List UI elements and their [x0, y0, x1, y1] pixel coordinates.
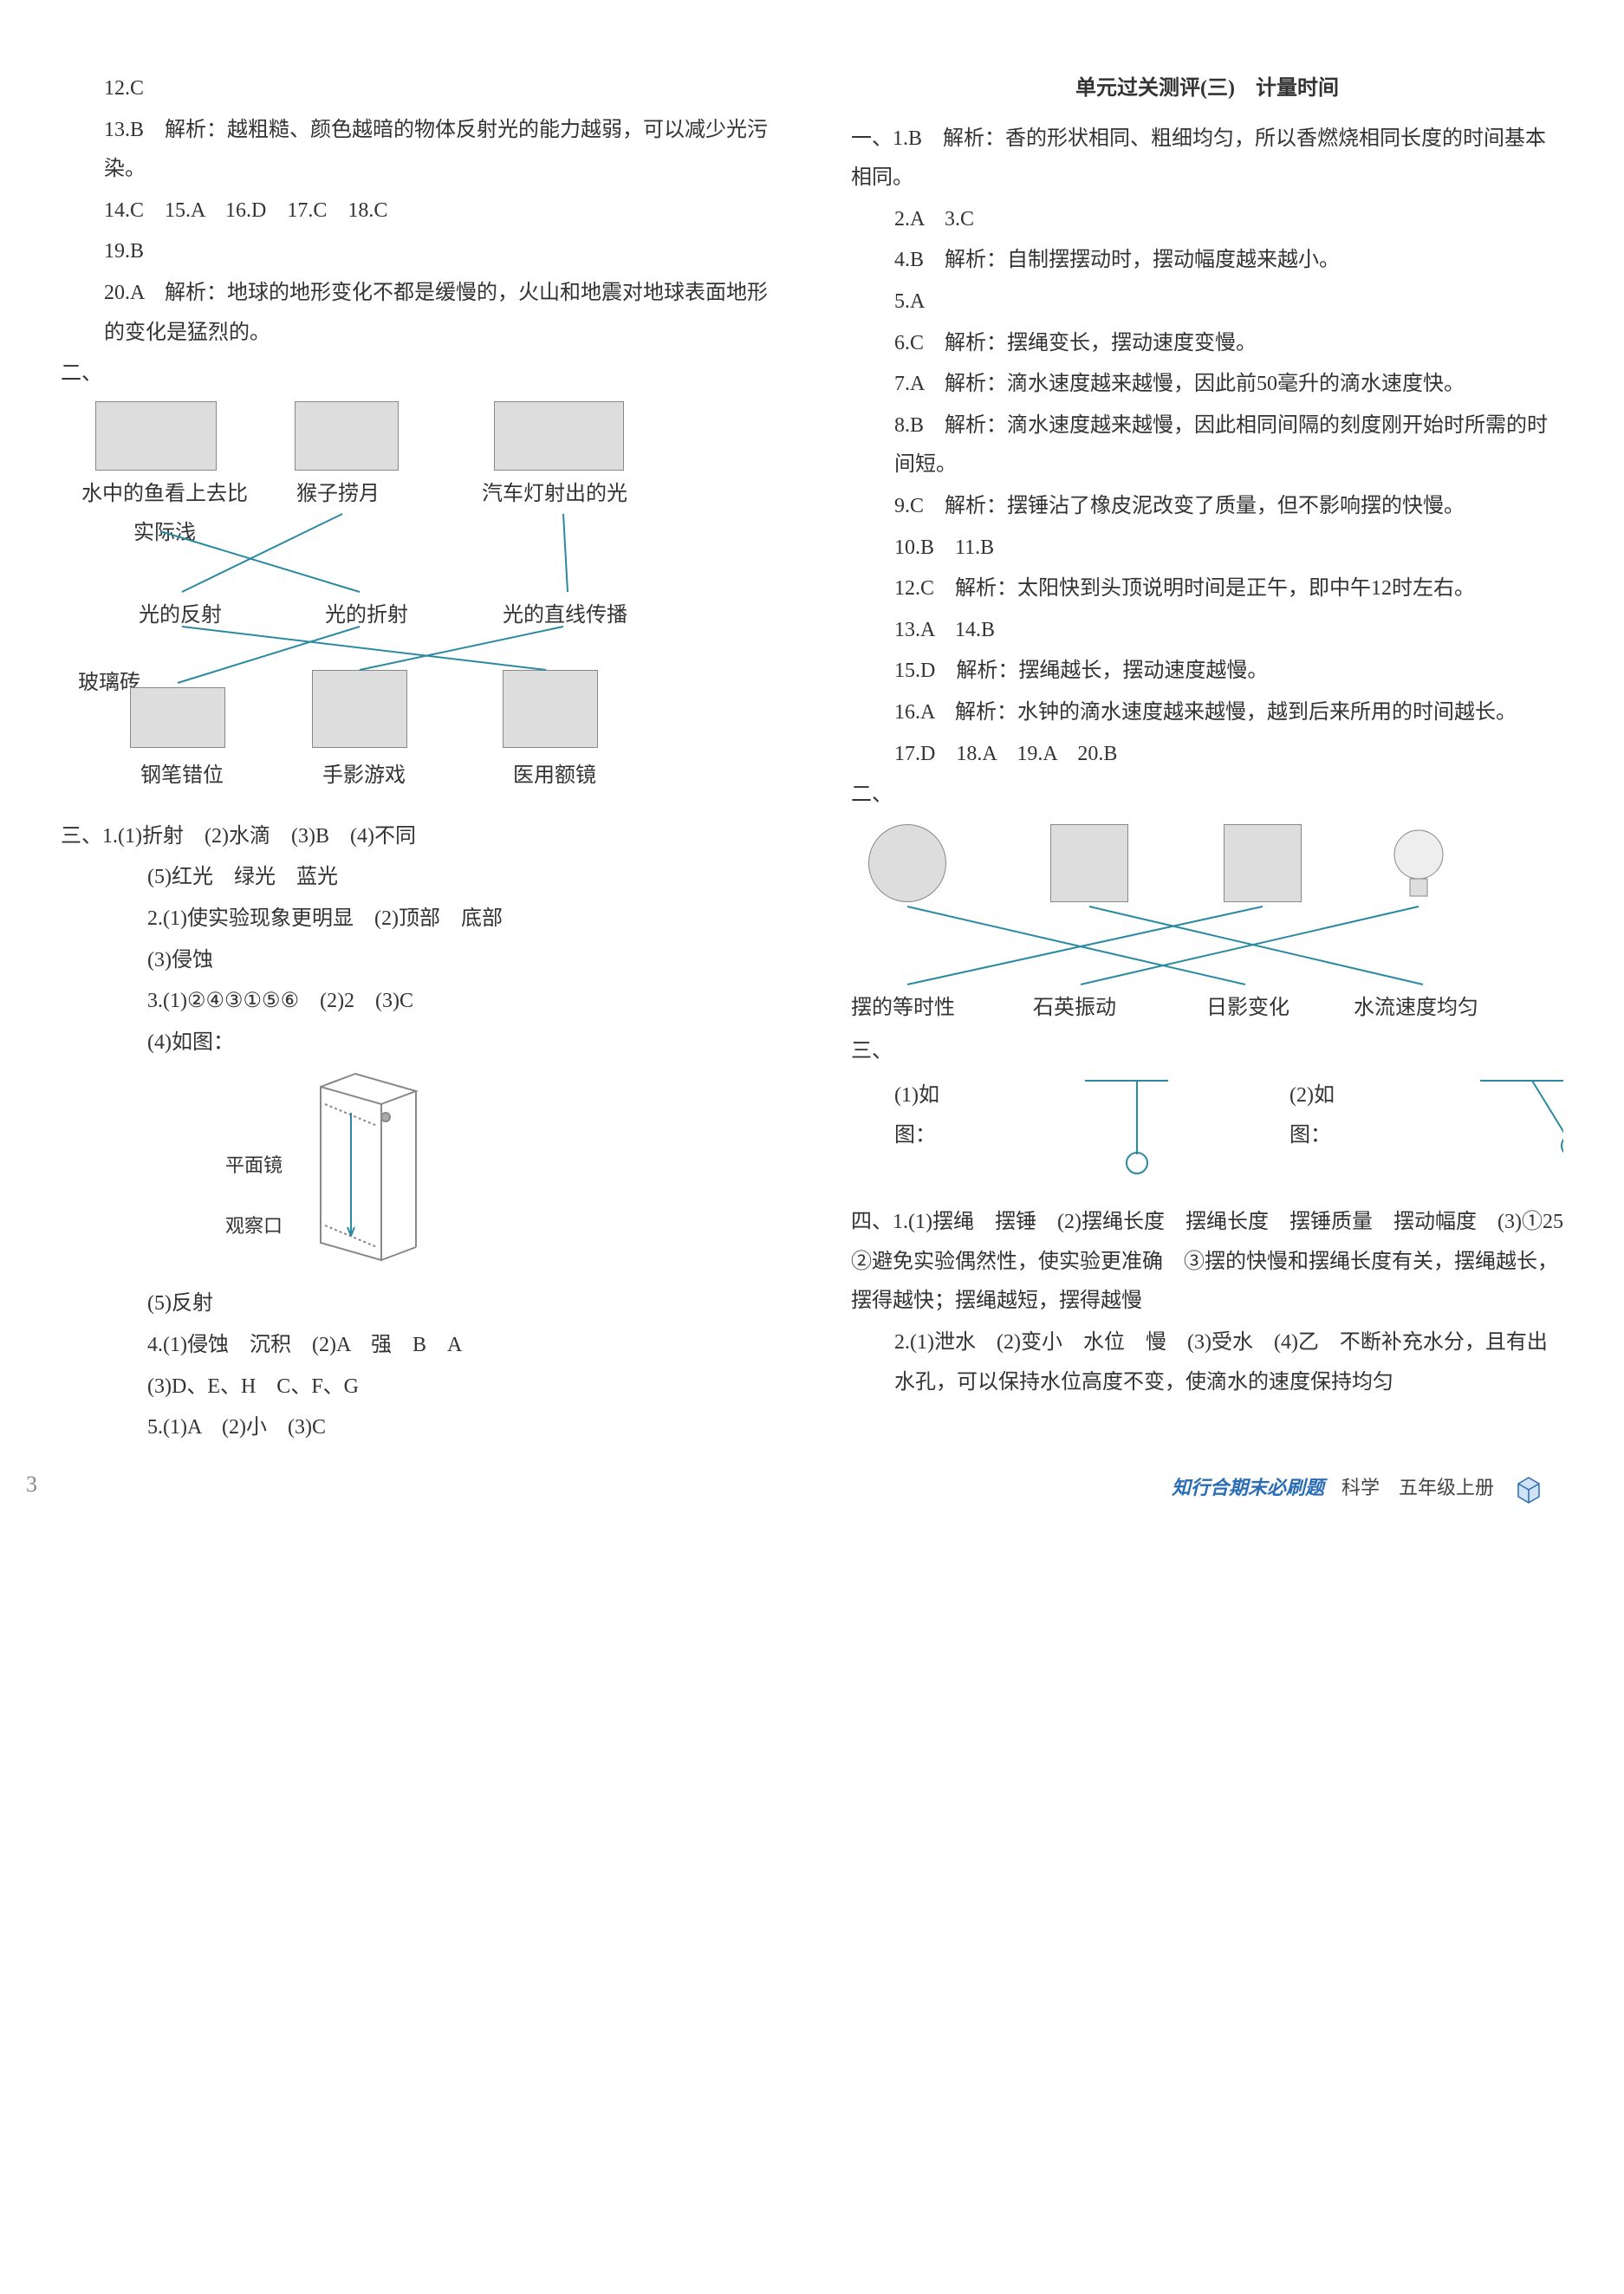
- q20: 20.A 解析：地球的地形变化不都是缓慢的，火山和地震对地球表面地形的变化是猛烈…: [61, 274, 773, 353]
- r-q16: 16.A 解析：水钟的滴水速度越来越慢，越到后来所用的时间越长。: [851, 693, 1563, 733]
- r-q1: 一、1.B 解析：香的形状相同、粗细均匀，所以香燃烧相同长度的时间基本相同。: [851, 120, 1563, 198]
- r-sec2: 二、: [851, 776, 1563, 816]
- r-q13: 13.A 14.B: [851, 611, 1563, 651]
- r-q5: 5.A: [851, 283, 1563, 322]
- s3-1: 1.(1)折射 (2)水滴 (3)B (4)不同: [102, 825, 416, 848]
- pendulum-row: (1)如图： (2)如图：: [894, 1076, 1563, 1180]
- r-s3-1: (1)如图：: [894, 1076, 964, 1155]
- s3-2b: (3)侵蚀: [61, 941, 773, 981]
- s3-3c: (5)反射: [61, 1284, 773, 1324]
- page-number: 3: [26, 1463, 37, 1505]
- periscope-figure: 平面镜 观察口: [234, 1069, 459, 1277]
- pendulum-2: [1480, 1076, 1563, 1180]
- s3-1b: (5)红光 绿光 蓝光: [61, 858, 773, 898]
- r-q6: 6.C 解析：摆绳变长，摆动速度变慢。: [851, 324, 1563, 364]
- r-q15: 15.D 解析：摆绳越长，摆动速度越慢。: [851, 652, 1563, 692]
- footer: 知行合期末必刷题 科学 五年级上册: [1172, 1470, 1546, 1506]
- q14: 14.C 15.A 16.D 17.C 18.C: [61, 192, 773, 231]
- matching-diagram-left: 水中的鱼看上去比实际浅 猴子捞月 汽车灯射出的光 光的反射 光的折射 光的直线传…: [78, 401, 773, 800]
- r-q12: 12.C 解析：太阳快到头顶说明时间是正午，即中午12时左右。: [851, 569, 1563, 609]
- s3-4b: (3)D、E、H C、F、G: [61, 1368, 773, 1407]
- section-2-label: 二、: [61, 354, 773, 394]
- r-q17: 17.D 18.A 19.A 20.B: [851, 735, 1563, 775]
- pendulum-1: [1085, 1076, 1168, 1180]
- per-view-label: 观察口: [225, 1208, 283, 1244]
- unit-title: 单元过关测评(三) 计量时间: [851, 69, 1563, 109]
- q13: 13.B 解析：越粗糙、颜色越暗的物体反射光的能力越弱，可以减少光污染。: [61, 111, 773, 190]
- matching-lines-right: [851, 824, 1563, 1024]
- r-sec3: 三、: [851, 1032, 1563, 1072]
- s3-3b: (4)如图：: [61, 1024, 773, 1063]
- r-s3-2: (2)如图：: [1289, 1076, 1359, 1155]
- r-q4: 4.B 解析：自制摆摆动时，摆动幅度越来越小。: [851, 241, 1563, 281]
- footer-sub: 科学 五年级上册: [1341, 1470, 1494, 1506]
- footer-brand: 知行合期末必刷题: [1172, 1470, 1324, 1506]
- r-q2: 2.A 3.C: [851, 200, 1563, 240]
- q12: 12.C: [61, 69, 773, 109]
- r-q7: 7.A 解析：滴水速度越来越慢，因此前50毫升的滴水速度快。: [851, 365, 1563, 405]
- r-q9: 9.C 解析：摆锤沾了橡皮泥改变了质量，但不影响摆的快慢。: [851, 487, 1563, 527]
- cube-icon: [1511, 1471, 1546, 1505]
- r-s4-1: 1.(1)摆绳 摆锤 (2)摆绳长度 摆绳长度 摆锤质量 摆动幅度 (3)①25…: [851, 1211, 1584, 1312]
- section-3-label: 三、: [61, 825, 102, 848]
- q19: 19.B: [61, 232, 773, 272]
- s3-4a: 4.(1)侵蚀 沉积 (2)A 强 B A: [61, 1326, 773, 1366]
- s3-3a: 3.(1)②④③①⑤⑥ (2)2 (3)C: [61, 982, 773, 1022]
- per-mirror-label: 平面镜: [225, 1147, 283, 1184]
- r-q8: 8.B 解析：滴水速度越来越慢，因此相同间隔的刻度刚开始时所需的时间短。: [851, 406, 1563, 485]
- r-q10: 10.B 11.B: [851, 529, 1563, 569]
- matching-lines-left: [78, 401, 773, 800]
- matching-diagram-right: 摆的等时性 石英振动 日影变化 水流速度均匀: [851, 824, 1563, 1024]
- r-sec4: 四、: [851, 1211, 893, 1233]
- s3-5: 5.(1)A (2)小 (3)C: [61, 1408, 773, 1448]
- r-s4-2: 2.(1)泄水 (2)变小 水位 慢 (3)受水 (4)乙 不断补充水分，且有出…: [851, 1323, 1563, 1402]
- s3-2a: 2.(1)使实验现象更明显 (2)顶部 底部: [61, 900, 773, 939]
